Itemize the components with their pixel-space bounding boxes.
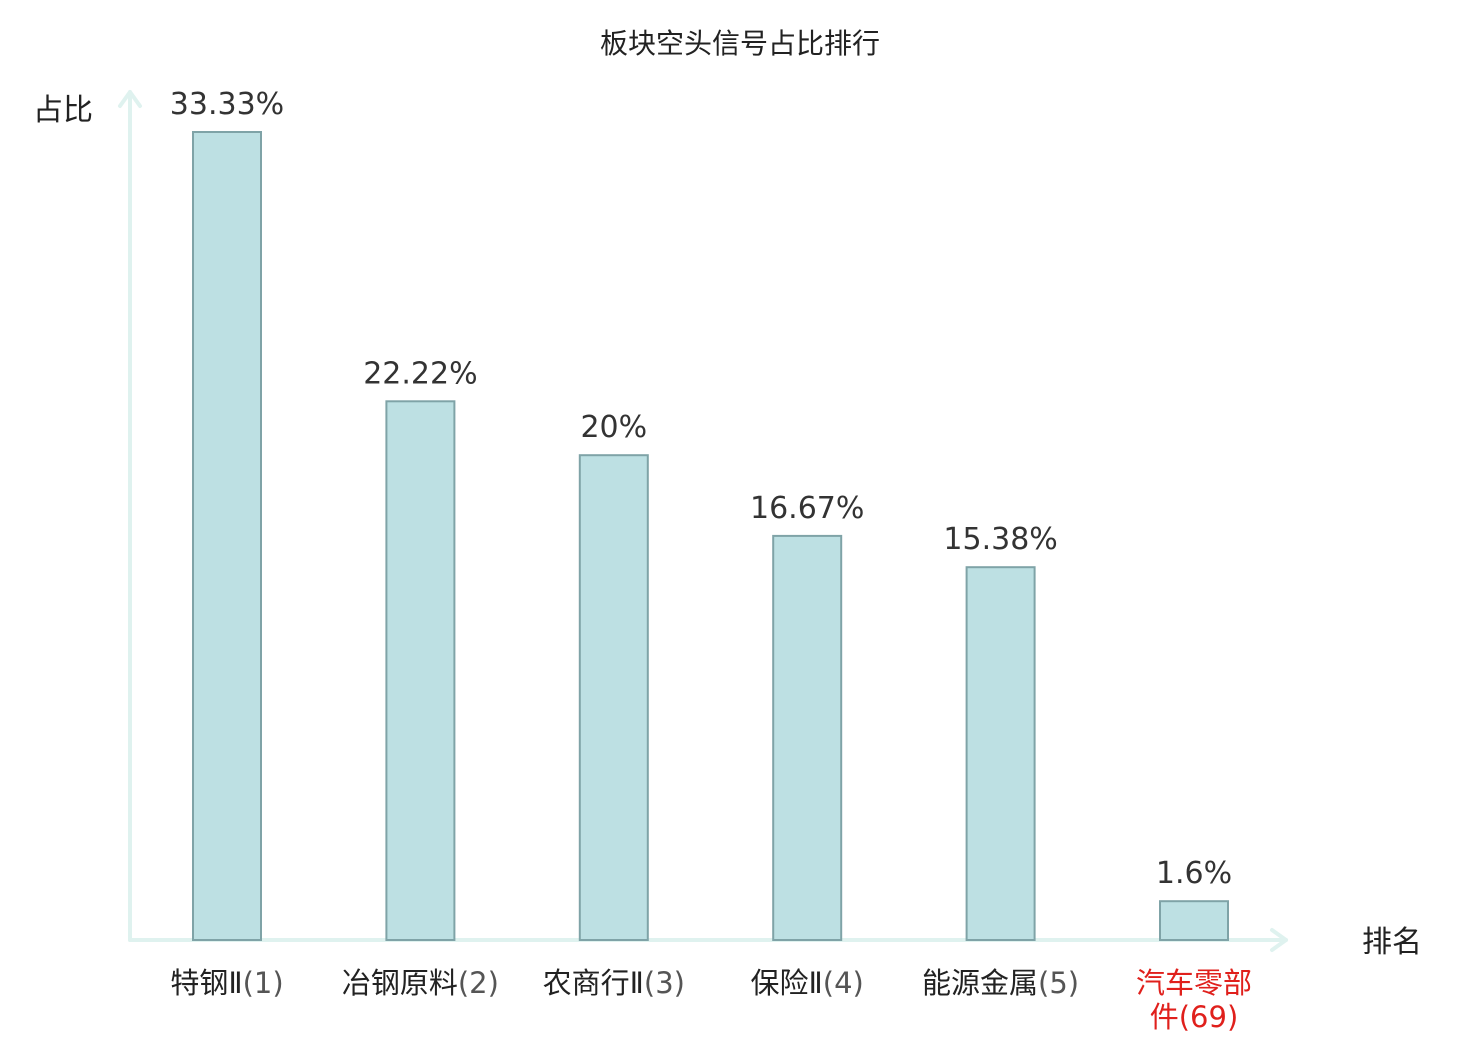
bar-6	[1159, 900, 1229, 942]
value-label-4: 16.67%	[750, 491, 864, 526]
bars-group	[192, 131, 1229, 942]
x-tick-label-4: 保险Ⅱ(4)	[751, 966, 864, 1000]
value-label-2: 22.22%	[363, 356, 477, 391]
x-tick-label-6: 汽车零部件(69)	[1136, 966, 1252, 1034]
value-label-1: 33.33%	[170, 87, 284, 122]
x-axis-arrow	[1270, 928, 1288, 952]
value-label-3: 20%	[580, 410, 647, 445]
x-tick-label-5: 能源金属(5)	[922, 966, 1079, 1000]
y-axis-arrow	[118, 90, 142, 108]
x-tick-labels-group: 特钢Ⅱ(1) 冶钢原料(2) 农商行Ⅱ(3) 保险Ⅱ(4) 能源金属(5) 汽车零部件(6…	[170, 966, 1252, 1034]
x-tick-label-1: 特钢Ⅱ(1)	[170, 966, 283, 1000]
value-label-6: 1.6%	[1156, 856, 1232, 891]
x-tick-label-3: 农商行Ⅱ(3)	[543, 966, 685, 1000]
chart-title: 板块空头信号占比排行	[600, 27, 880, 60]
value-label-5: 15.38%	[943, 522, 1057, 557]
axes	[118, 90, 1288, 952]
y-axis-label: 占比	[33, 93, 93, 128]
bar-4	[772, 534, 843, 942]
x-axis-label: 排名	[1362, 925, 1422, 960]
bar-5	[965, 566, 1036, 941]
bar-2	[385, 400, 456, 941]
bar-3	[578, 454, 649, 941]
value-labels-group: 33.33% 22.22% 20% 16.67% 15.38% 1.6%	[170, 87, 1232, 891]
x-tick-label-2: 冶钢原料(2)	[342, 966, 499, 1000]
bar-1	[192, 131, 262, 941]
